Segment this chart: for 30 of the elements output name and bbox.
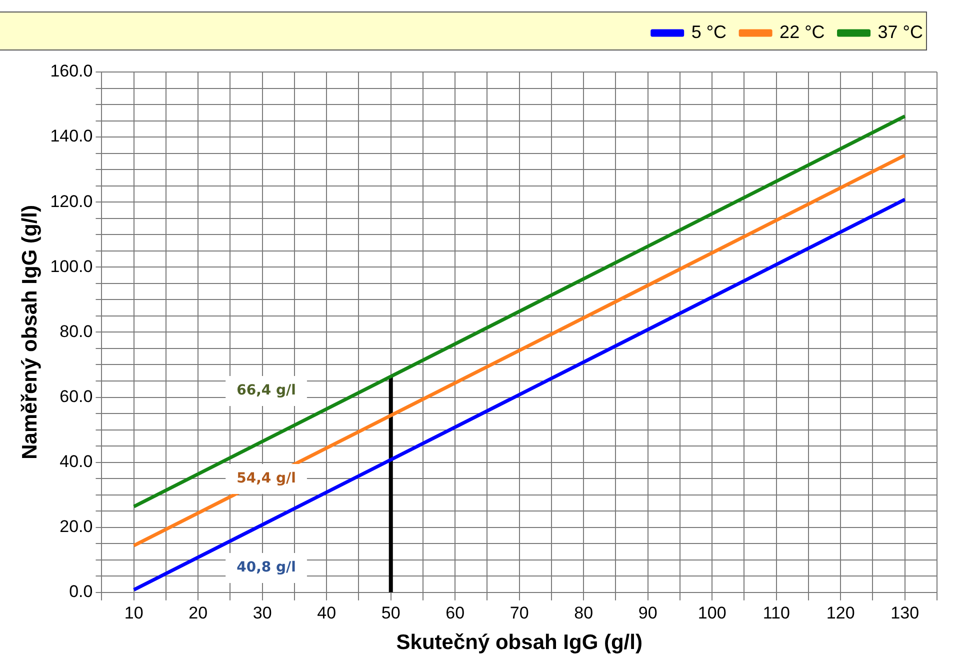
x-axis-title: Skutečný obsah IgG (g/l) — [396, 631, 642, 654]
x-tick-label: 60 — [446, 603, 465, 622]
x-tick-label: 10 — [124, 603, 144, 622]
y-axis-title: Naměřený obsah IgG (g/l) — [18, 205, 42, 460]
x-tick-label: 120 — [826, 603, 855, 622]
x-tick-label: 30 — [252, 603, 272, 622]
x-tick-label: 70 — [510, 603, 529, 622]
y-tick-label: 80.0 — [60, 322, 93, 341]
annotation: 40,8 g/l — [236, 560, 296, 576]
y-tick-label: 20.0 — [60, 517, 93, 536]
annotation: 54,4 g/l — [236, 470, 296, 487]
y-tick-label: 0.0 — [69, 582, 93, 602]
x-tick-label: 130 — [890, 603, 920, 622]
y-tick-label: 140.0 — [50, 126, 93, 146]
legend-label: 22 °C — [780, 22, 825, 42]
y-tick-label: 100.0 — [50, 256, 93, 276]
x-tick-label: 50 — [381, 603, 400, 622]
x-tick-label: 100 — [698, 603, 726, 622]
x-tick-label: 80 — [574, 603, 594, 622]
legend-label: 37 °C — [878, 22, 924, 42]
y-tick-label: 160.0 — [50, 62, 93, 81]
x-tick-label: 90 — [638, 603, 658, 622]
annotation: 66,4 g/l — [236, 382, 296, 399]
y-tick-label: 60.0 — [60, 386, 93, 406]
x-tick-label: 40 — [317, 603, 336, 622]
y-tick-label: 120.0 — [50, 192, 93, 211]
y-tick-label: 40.0 — [60, 452, 93, 471]
x-tick-label: 110 — [762, 603, 790, 622]
x-tick-label: 20 — [188, 603, 208, 622]
legend-label: 5 °C — [691, 22, 727, 42]
